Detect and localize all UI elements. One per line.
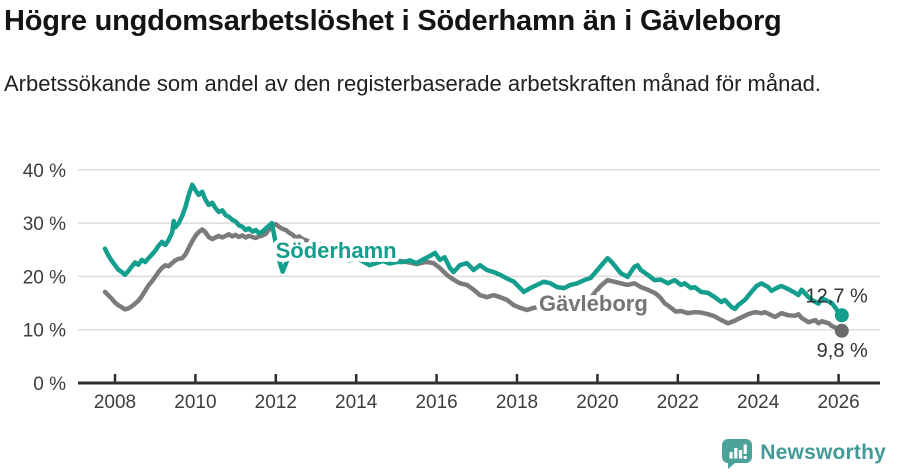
x-tick-label-2010: 2010 (174, 392, 216, 413)
x-tick-label-2014: 2014 (335, 392, 378, 413)
end-value-label-gävleborg: 9,8 % (817, 340, 868, 362)
brand-footer: Newsworthy (722, 436, 886, 470)
x-tick-label-2026: 2026 (817, 392, 859, 413)
series-line-söderhamn (102, 182, 845, 318)
series-line-gävleborg (102, 221, 845, 334)
y-tick-label-30: 30 % (23, 214, 66, 235)
end-dot-gävleborg (834, 323, 849, 338)
x-tick-label-2016: 2016 (415, 392, 457, 413)
series-label-söderhamn: Söderhamn (276, 238, 397, 263)
x-tick-label-2024: 2024 (737, 392, 780, 413)
series-label-gävleborg: Gävleborg (539, 291, 648, 316)
y-tick-label-40: 40 % (23, 161, 66, 182)
x-tick-label-2008: 2008 (94, 392, 136, 413)
x-tick-label-2012: 2012 (255, 392, 297, 413)
chart-subtitle: Arbetssökande som andel av den registerb… (4, 71, 821, 96)
x-tick-label-2020: 2020 (576, 392, 618, 413)
end-value-label-söderhamn: 12,7 % (806, 285, 868, 307)
newsworthy-logo-icon (722, 438, 753, 469)
x-tick-label-2022: 2022 (657, 392, 699, 413)
brand-name: Newsworthy (760, 441, 886, 464)
y-tick-label-20: 20 % (23, 267, 66, 288)
y-tick-label-10: 10 % (23, 321, 66, 342)
end-dot-söderhamn (834, 308, 849, 323)
y-tick-label-0: 0 % (33, 374, 66, 395)
x-tick-label-2018: 2018 (496, 392, 538, 413)
chart-title: Högre ungdomsarbetslöshet i Söderhamn än… (4, 5, 782, 37)
